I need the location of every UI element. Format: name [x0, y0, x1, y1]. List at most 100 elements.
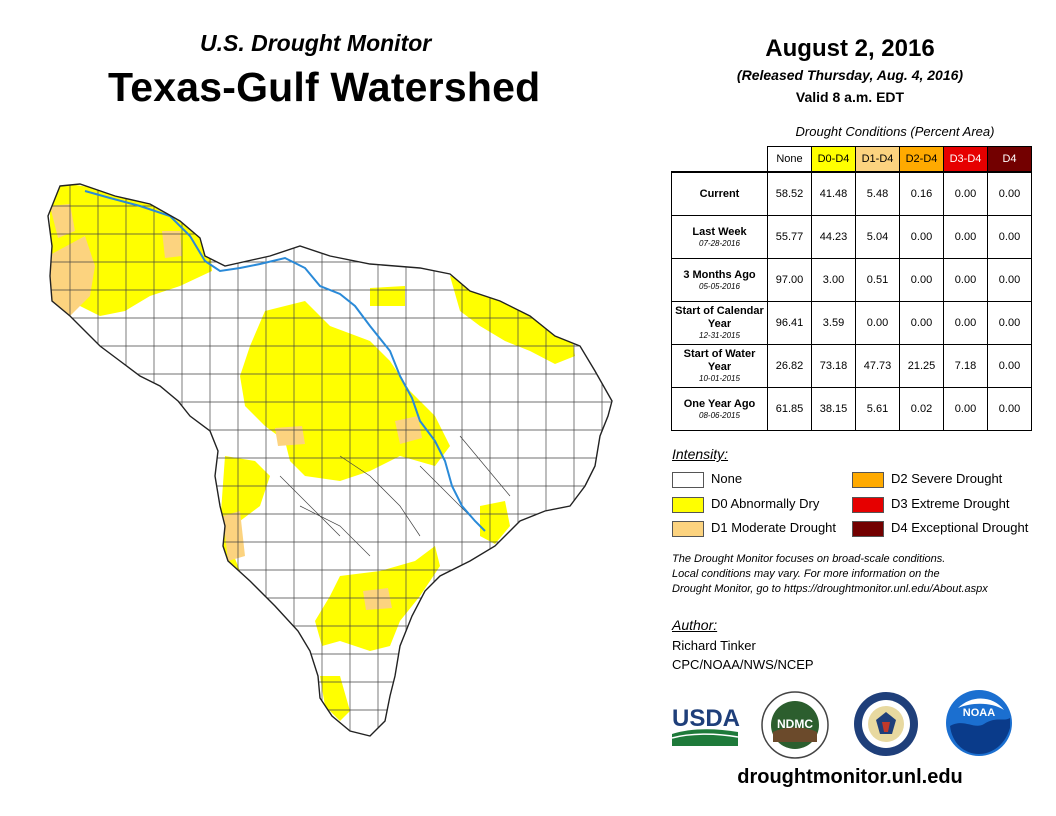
- row-date: 08-06-2015: [699, 410, 740, 420]
- row-label: Start of Water Year 10-01-2015: [671, 344, 768, 388]
- table-cell: 5.04: [855, 215, 900, 259]
- table-cell: 96.41: [767, 301, 812, 345]
- legend-item-d1: D1 Moderate Drought: [672, 519, 836, 537]
- row-date: 05-05-2016: [699, 281, 740, 291]
- row-date: 12-31-2015: [699, 331, 740, 340]
- d1-panhandle-north: [50, 204, 75, 238]
- usda-logo: USDA: [671, 705, 740, 746]
- noaa-logo: NOAA: [946, 690, 1012, 756]
- table-row: Start of Calendar Year 12-31-2015 96.41 3…: [671, 301, 1032, 345]
- legend-title: Intensity:: [672, 446, 729, 462]
- table-cell: 0.00: [899, 301, 944, 345]
- legend-swatch: [672, 471, 704, 488]
- row-label: 3 Months Ago 05-05-2016: [671, 258, 768, 302]
- table-row: Last Week 07-28-2016 55.77 44.23 5.04 0.0…: [671, 215, 1032, 259]
- table-cell: 0.00: [987, 258, 1032, 302]
- table-cell: 0.00: [899, 258, 944, 302]
- d1-panhandle-west: [48, 236, 95, 316]
- table-cell: 44.23: [811, 215, 856, 259]
- table-cell: 21.25: [899, 344, 944, 388]
- disclaimer-note: The Drought Monitor focuses on broad-sca…: [672, 552, 1042, 597]
- legend-label: D0 Abnormally Dry: [711, 496, 820, 511]
- table-cell: 38.15: [811, 387, 856, 431]
- table-cell: 0.00: [943, 171, 988, 216]
- table-cell: 41.48: [811, 171, 856, 216]
- legend-swatch: [852, 520, 884, 537]
- row-date: 10-01-2015: [699, 374, 740, 383]
- table-cell: 0.16: [899, 171, 944, 216]
- col-d1-d4: D1-D4: [855, 146, 900, 173]
- table-cell: 0.00: [987, 215, 1032, 259]
- table-cell: 3.00: [811, 258, 856, 302]
- d0-north-patch: [370, 286, 405, 306]
- table-row: Current 58.52 41.48 5.48 0.16 0.00 0.00: [671, 171, 1032, 216]
- legend-swatch: [672, 520, 704, 537]
- table-row: Start of Water Year 10-01-2015 26.82 73.1…: [671, 344, 1032, 388]
- table-cell: 0.00: [855, 301, 900, 345]
- map-title: Texas-Gulf Watershed: [108, 64, 541, 110]
- col-d2-d4: D2-D4: [899, 146, 944, 173]
- legend-item-d3: D3 Extreme Drought: [852, 495, 1010, 513]
- table-row: One Year Ago 08-06-2015 61.85 38.15 5.61 …: [671, 387, 1032, 431]
- table-cell: 0.00: [943, 258, 988, 302]
- rivers: [84, 190, 486, 532]
- row-label-text: Start of Calendar Year: [675, 305, 764, 330]
- table-row: 3 Months Ago 05-05-2016 97.00 3.00 0.51 0…: [671, 258, 1032, 302]
- legend-swatch: [852, 471, 884, 488]
- col-d4: D4: [987, 146, 1032, 173]
- map-subtitle: U.S. Drought Monitor: [200, 30, 432, 56]
- table-cell: 0.00: [943, 215, 988, 259]
- table-caption: Drought Conditions (Percent Area): [795, 124, 995, 139]
- release-date: (Released Thursday, Aug. 4, 2016): [736, 67, 964, 83]
- note-line: The Drought Monitor focuses on broad-sca…: [672, 553, 946, 565]
- table-cell: 5.48: [855, 171, 900, 216]
- row-label-text: One Year Ago: [683, 397, 756, 410]
- commerce-seal: [854, 692, 918, 756]
- d1-south-patch: [363, 588, 392, 610]
- author-name: Richard Tinker: [672, 638, 756, 653]
- author-org: CPC/NOAA/NWS/NCEP: [672, 657, 814, 672]
- table-cell: 47.73: [855, 344, 900, 388]
- ndmc-logo-text: NDMC: [777, 717, 813, 731]
- legend-swatch: [672, 496, 704, 513]
- legend-label: None: [711, 471, 743, 486]
- usda-logo-text: USDA: [672, 705, 740, 732]
- legend-item-d2: D2 Severe Drought: [852, 470, 1002, 488]
- d1-central-patch: [275, 426, 305, 446]
- col-none: None: [767, 146, 812, 173]
- legend-item-d4: D4 Exceptional Drought: [852, 519, 1028, 537]
- table-cell: 26.82: [767, 344, 812, 388]
- table-cell: 3.59: [811, 301, 856, 345]
- legend-label: D3 Extreme Drought: [891, 496, 1010, 511]
- legend-item-none: None: [672, 470, 742, 488]
- row-label-text: 3 Months Ago: [683, 268, 756, 281]
- table-cell: 0.00: [943, 387, 988, 431]
- valid-time: Valid 8 a.m. EDT: [795, 89, 905, 105]
- table-cell: 7.18: [943, 344, 988, 388]
- legend-label: D2 Severe Drought: [891, 471, 1003, 486]
- note-line: Drought Monitor, go to https://droughtmo…: [672, 583, 988, 595]
- table-cell: 61.85: [767, 387, 812, 431]
- d0-northeast-area: [450, 276, 575, 364]
- website-link[interactable]: droughtmonitor.unl.edu: [737, 766, 963, 788]
- d1-west-patch: [223, 511, 245, 561]
- d1-panhandle-east: [162, 231, 182, 258]
- table-cell: 0.02: [899, 387, 944, 431]
- table-cell: 5.61: [855, 387, 900, 431]
- table-cell: 0.00: [943, 301, 988, 345]
- col-d3-d4: D3-D4: [943, 146, 988, 173]
- author-label: Author:: [672, 617, 718, 633]
- legend-item-d0: D0 Abnormally Dry: [672, 495, 819, 513]
- table-cell: 0.51: [855, 258, 900, 302]
- row-label-text: Last Week: [692, 225, 747, 238]
- map-date: August 2, 2016: [765, 35, 935, 62]
- table-cell: 0.00: [987, 301, 1032, 345]
- d0-coastal-patch: [480, 501, 510, 544]
- row-label-text: Start of Water Year: [683, 348, 756, 373]
- legend-label: D1 Moderate Drought: [711, 520, 837, 535]
- legend-swatch: [852, 496, 884, 513]
- table-cell: 0.00: [987, 387, 1032, 431]
- legend-label: D4 Exceptional Drought: [891, 520, 1029, 535]
- col-d0-d4: D0-D4: [811, 146, 856, 173]
- ndmc-logo: NDMC: [761, 691, 829, 759]
